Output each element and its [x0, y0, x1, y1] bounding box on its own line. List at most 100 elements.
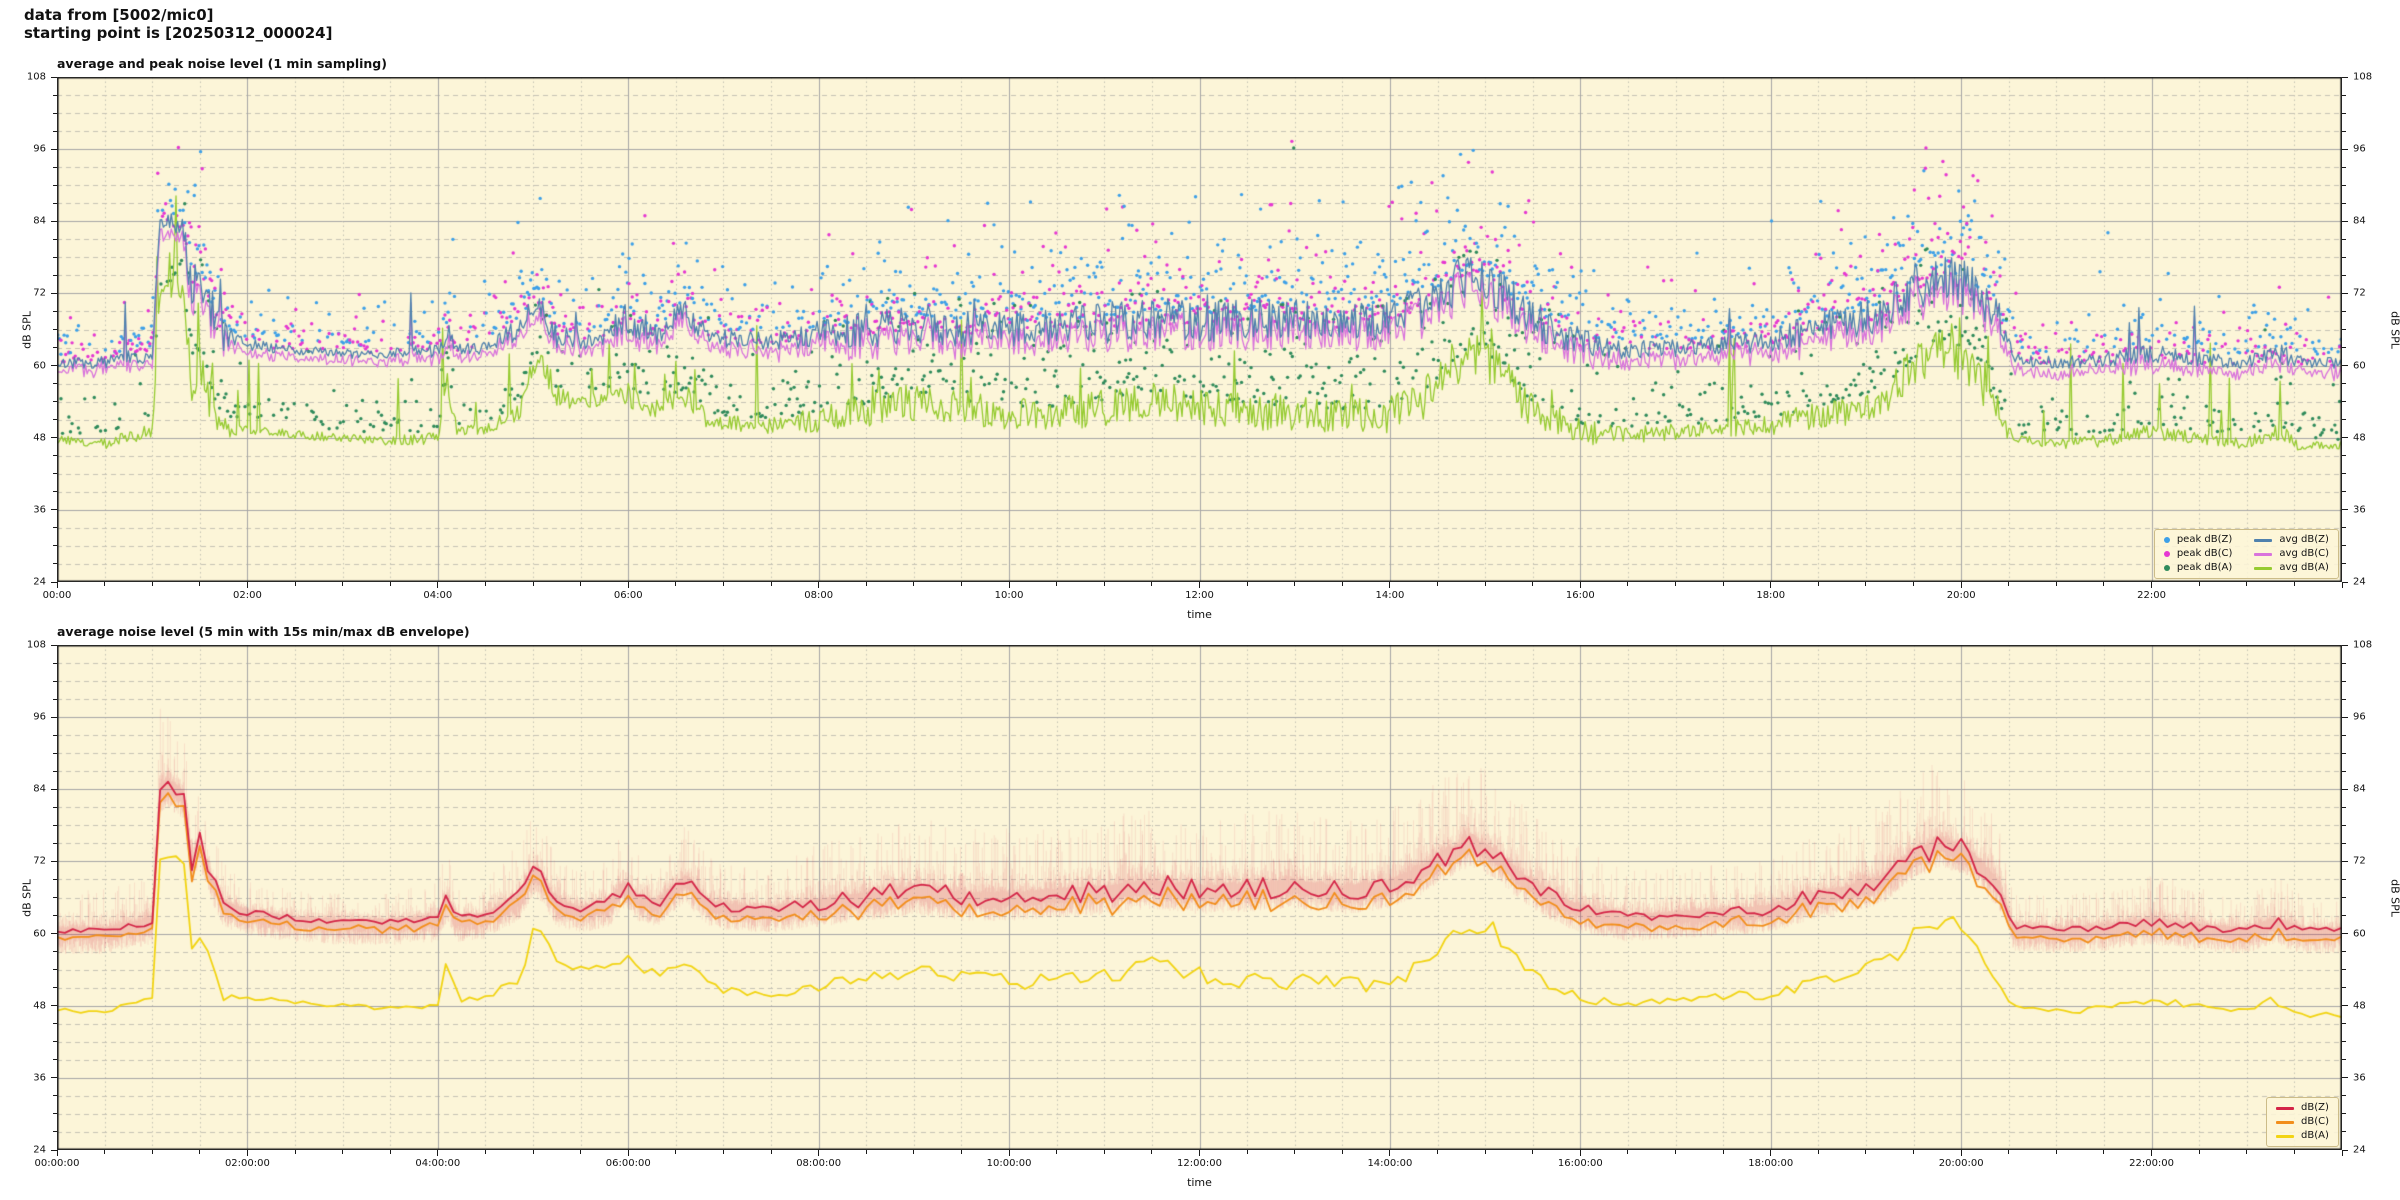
- y-tick-label: 36: [33, 504, 46, 516]
- legend-item: dB(Z): [2276, 1102, 2329, 1114]
- legend-dot-marker: [2163, 565, 2170, 571]
- x-minor-tick: [722, 582, 724, 586]
- legend-line-marker: [2276, 1134, 2294, 1138]
- x-major-tick: [2151, 1150, 2153, 1156]
- y-tick-label: 84: [33, 783, 46, 795]
- x-minor-tick: [1484, 1150, 1486, 1154]
- y-minor-tick: [2342, 329, 2346, 330]
- x-tick-label: 10:00: [994, 590, 1024, 601]
- x-minor-tick: [865, 582, 867, 586]
- chart-1-ylabel-right: dB SPL: [2388, 310, 2400, 349]
- x-minor-tick: [2293, 582, 2295, 586]
- x-tick-label: 04:00: [423, 590, 453, 601]
- y-major-tick: [51, 860, 57, 862]
- y-minor-tick: [53, 1131, 57, 1133]
- y-tick-label: 84: [33, 215, 46, 227]
- y-minor-tick: [53, 1059, 57, 1061]
- x-minor-tick: [1103, 1150, 1105, 1154]
- x-major-tick: [246, 1150, 248, 1156]
- y-minor-tick: [2342, 1023, 2346, 1025]
- chart-2-title: average noise level (5 min with 15s min/…: [57, 624, 470, 639]
- y-minor-tick: [2342, 915, 2346, 917]
- y-major-tick: [51, 365, 57, 367]
- legend-item: peak dB(C): [2163, 548, 2232, 560]
- x-tick-label: 02:00:00: [224, 1158, 270, 1169]
- x-tick-label: 08:00:00: [796, 1158, 842, 1169]
- x-minor-tick: [960, 1150, 962, 1154]
- x-major-tick: [2341, 582, 2343, 588]
- y-minor-tick: [2342, 1113, 2346, 1115]
- x-minor-tick: [389, 1150, 391, 1154]
- x-major-tick: [246, 582, 248, 588]
- x-minor-tick: [1294, 582, 1296, 586]
- y-tick-label: 72: [2353, 855, 2366, 867]
- x-minor-tick: [532, 582, 534, 586]
- x-major-tick: [627, 582, 629, 588]
- x-tick-label: 20:00: [1946, 590, 1976, 601]
- y-tick-label: 96: [33, 143, 46, 155]
- chart-2-ylabel-right: dB SPL: [2388, 878, 2400, 917]
- x-major-tick: [1199, 582, 1200, 588]
- y-major-tick: [51, 716, 57, 718]
- y-tick-label: 36: [33, 1072, 46, 1084]
- y-minor-tick: [53, 734, 57, 736]
- y-minor-tick: [2342, 878, 2346, 880]
- y-minor-tick: [2342, 473, 2346, 475]
- x-minor-tick: [580, 582, 582, 586]
- x-minor-tick: [1675, 582, 1677, 586]
- chart-1-canvas: [57, 77, 2342, 582]
- x-minor-tick: [1675, 1150, 1677, 1154]
- y-minor-tick: [53, 473, 57, 475]
- y-minor-tick: [53, 166, 57, 168]
- y-minor-tick: [2342, 383, 2346, 385]
- y-tick-label: 60: [33, 360, 46, 372]
- x-minor-tick: [1341, 1150, 1343, 1154]
- x-major-tick: [1579, 582, 1581, 588]
- y-major-tick: [51, 437, 57, 439]
- y-minor-tick: [53, 1041, 57, 1043]
- chart-2-ylabel-left: dB SPL: [20, 878, 34, 917]
- x-tick-label: 06:00: [613, 590, 643, 601]
- legend-dot-marker: [2163, 537, 2170, 543]
- y-minor-tick: [53, 184, 57, 186]
- x-minor-tick: [532, 1150, 534, 1154]
- y-tick-label: 60: [2353, 928, 2366, 940]
- y-tick-label: 108: [2353, 71, 2373, 83]
- y-major-tick: [51, 933, 57, 935]
- x-minor-tick: [1151, 1150, 1153, 1154]
- y-tick-label: 60: [33, 928, 46, 940]
- legend-item: avg dB(Z): [2254, 534, 2329, 546]
- y-minor-tick: [2342, 563, 2346, 565]
- x-tick-label: 04:00:00: [415, 1158, 461, 1169]
- x-major-tick: [1770, 1150, 1772, 1156]
- y-minor-tick: [53, 527, 57, 529]
- y-tick-label: 84: [2353, 215, 2366, 227]
- x-tick-label: 12:00: [1185, 590, 1214, 601]
- x-minor-tick: [580, 1150, 582, 1154]
- y-major-tick: [2342, 292, 2348, 294]
- y-major-tick: [51, 644, 57, 646]
- y-major-tick: [51, 148, 57, 150]
- y-minor-tick: [2342, 310, 2346, 312]
- legend-label: dB(Z): [2301, 1102, 2329, 1113]
- y-minor-tick: [53, 383, 57, 385]
- y-minor-tick: [2342, 987, 2346, 989]
- legend-item: avg dB(C): [2254, 548, 2329, 560]
- header-start-time: starting point is [20250312_000024]: [24, 24, 333, 42]
- x-minor-tick: [2293, 1150, 2295, 1154]
- y-tick-label: 96: [33, 711, 46, 723]
- y-major-tick: [2342, 933, 2348, 935]
- y-tick-label: 24: [33, 576, 46, 588]
- y-tick-label: 96: [2353, 711, 2366, 723]
- chart-1-xlabel: time: [1187, 608, 1212, 621]
- y-minor-tick: [2342, 130, 2346, 132]
- y-major-tick: [51, 1077, 57, 1079]
- x-minor-tick: [1722, 1150, 1724, 1154]
- y-major-tick: [2342, 76, 2348, 78]
- x-major-tick: [1389, 582, 1391, 588]
- x-minor-tick: [913, 1150, 915, 1154]
- x-minor-tick: [1151, 582, 1153, 586]
- x-minor-tick: [865, 1150, 867, 1154]
- x-minor-tick: [675, 1150, 677, 1154]
- y-minor-tick: [53, 94, 57, 96]
